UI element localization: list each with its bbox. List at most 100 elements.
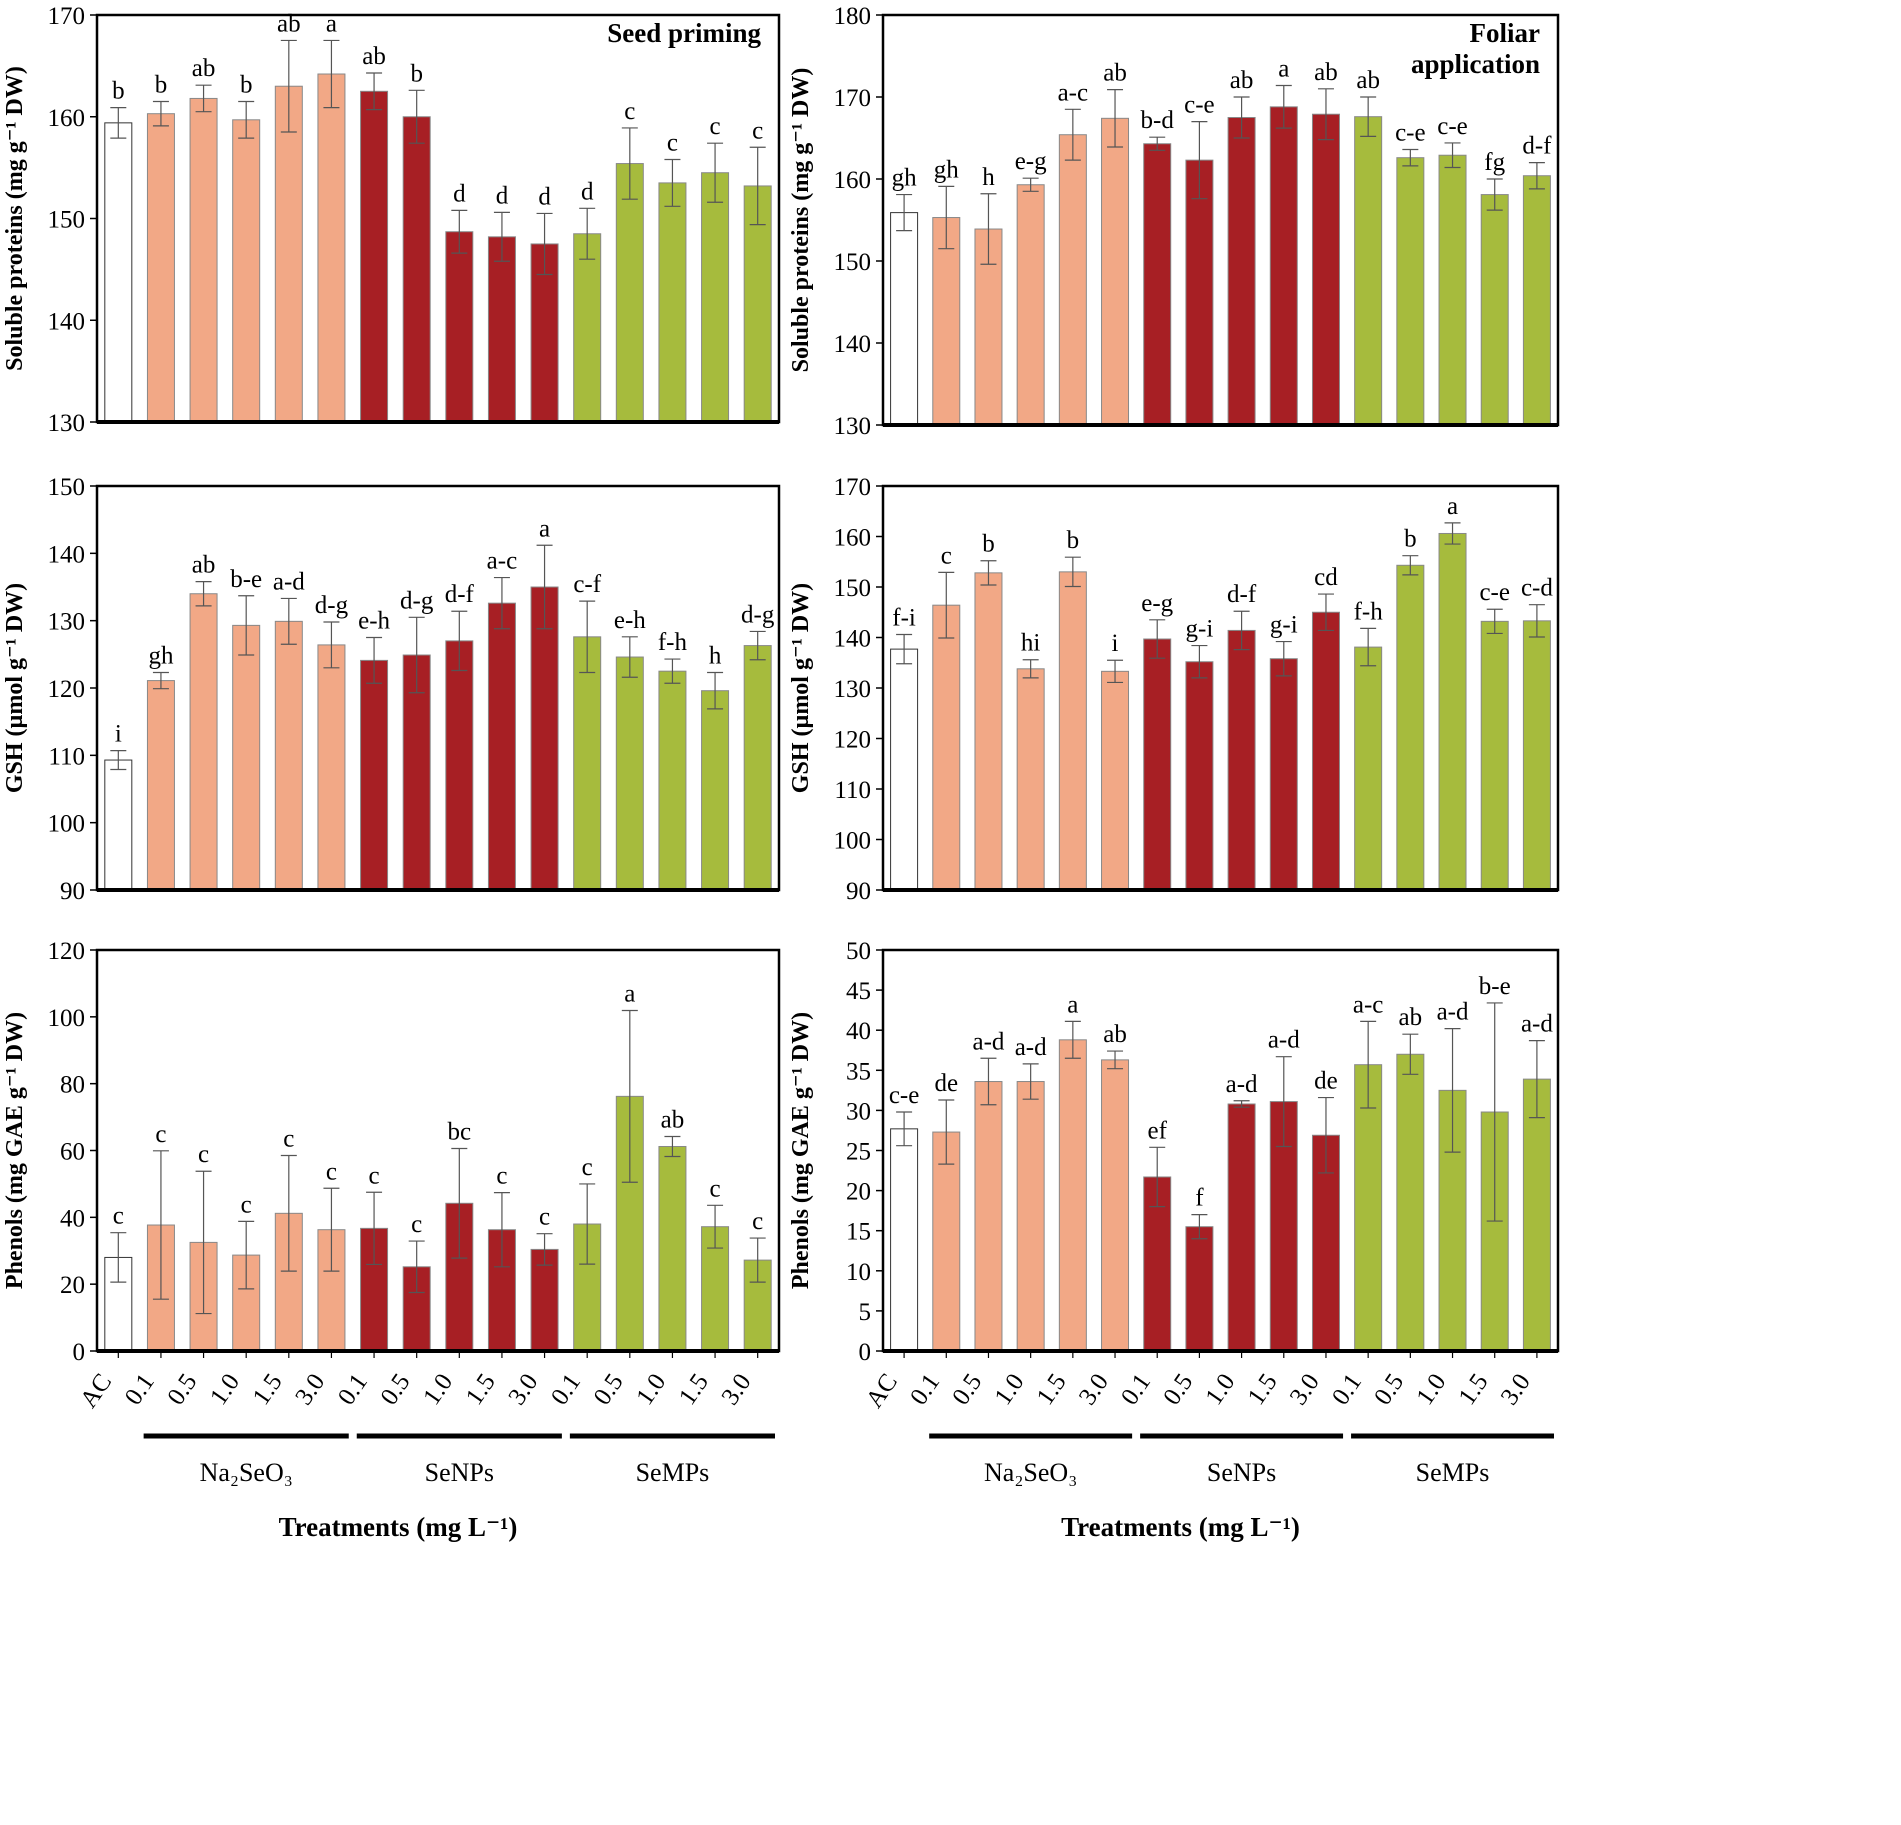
bar <box>274 85 303 423</box>
group-label: Na₂SeO₃ <box>984 1458 1077 1487</box>
bar <box>658 182 687 423</box>
significance-letter: a-d <box>973 1028 1005 1055</box>
significance-letter: d <box>496 182 509 209</box>
bar <box>1354 646 1383 891</box>
y-tick-label: 90 <box>846 878 871 905</box>
bar <box>1227 1103 1256 1352</box>
significance-letter: ab <box>1399 1004 1423 1031</box>
y-tick-label: 0 <box>859 1339 872 1366</box>
bar <box>701 172 730 423</box>
significance-letter: a <box>1447 493 1458 520</box>
bar <box>360 90 389 423</box>
significance-letter: f <box>1195 1185 1204 1212</box>
y-tick-label: 130 <box>48 609 86 636</box>
significance-letter: b-d <box>1141 107 1175 134</box>
x-tick-label: 0.1 <box>120 1369 160 1410</box>
y-tick-label: 120 <box>834 727 872 754</box>
bar <box>1227 629 1256 891</box>
significance-letter: h <box>982 164 995 191</box>
x-tick-label: 1.0 <box>631 1369 671 1410</box>
y-tick-label: 0 <box>73 1339 86 1366</box>
significance-letter: e-h <box>614 607 646 634</box>
x-tick-label: 1.0 <box>1200 1369 1240 1410</box>
bar <box>360 659 389 891</box>
significance-letter: c <box>283 1126 294 1153</box>
significance-letter: c <box>326 1158 337 1185</box>
panel-foliar-gsh: 90 100 110 120 130 140 150 160 170 GSH (µmol g⁻¹ … <box>788 474 1560 905</box>
significance-letter: c-f <box>573 571 601 598</box>
significance-letter: a-c <box>1058 79 1089 106</box>
y-tick-label: 110 <box>834 777 871 804</box>
significance-letter: fg <box>1484 149 1505 176</box>
significance-letter: a-c <box>1353 991 1384 1018</box>
bar <box>445 640 474 891</box>
significance-letter: c-d <box>1521 575 1553 602</box>
bar <box>658 1145 687 1352</box>
significance-letter: a <box>326 10 337 37</box>
bar <box>1185 1226 1214 1352</box>
significance-letter: b <box>155 71 168 98</box>
x-tick-label: 1.5 <box>674 1369 714 1410</box>
bar <box>1396 564 1425 891</box>
y-axis-title: Soluble proteins (mg g⁻¹ DW) <box>788 68 814 373</box>
significance-letter: bc <box>448 1118 472 1145</box>
bar <box>1480 620 1509 891</box>
significance-letter: c <box>155 1121 166 1148</box>
y-axis-title: Phenols (mg GAE g⁻¹ DW) <box>2 1012 28 1289</box>
significance-letter: a-d <box>1015 1034 1047 1061</box>
x-tick-label: 1.0 <box>205 1369 245 1410</box>
y-tick-label: 5 <box>859 1299 872 1326</box>
bar <box>932 217 961 426</box>
panel-foliar-phenols: 0 5 10 15 20 25 30 35 40 45 50 Phenols (mg GAE g⁻¹ … <box>788 938 1560 1366</box>
panel-seed-soluble-proteins: 130 140 150 160 170 Soluble proteins (mg g⁻¹ … <box>2 3 781 437</box>
x-tick-label: 0.5 <box>1158 1369 1198 1410</box>
bar <box>1522 1078 1551 1352</box>
x-tick-label: 0.1 <box>333 1369 373 1410</box>
significance-letter: ab <box>1103 1021 1127 1048</box>
bar <box>974 572 1003 891</box>
y-tick-label: 45 <box>846 978 871 1005</box>
significance-letter: d <box>453 180 466 207</box>
bar <box>1143 143 1172 426</box>
bar <box>1101 670 1130 891</box>
bar <box>1396 157 1425 426</box>
significance-letter: d <box>581 178 594 205</box>
y-tick-label: 10 <box>846 1259 871 1286</box>
x-tick-label: 0.5 <box>1369 1369 1409 1410</box>
panel-title-line: Foliar <box>1470 18 1540 48</box>
y-tick-label: 170 <box>834 85 872 112</box>
bar <box>615 163 644 423</box>
significance-letter: hi <box>1021 630 1041 657</box>
bar <box>1354 1064 1383 1352</box>
panel-seed-phenols: 0 20 40 60 80 100 120 Phenols (mg GAE g⁻¹ DW) c c… <box>2 938 781 1366</box>
y-tick-label: 100 <box>48 811 86 838</box>
significance-letter: b <box>112 78 125 105</box>
bar <box>1185 661 1214 891</box>
significance-letter: de <box>934 1070 958 1097</box>
x-tick-label: 0.1 <box>546 1369 586 1410</box>
y-tick-label: 120 <box>48 676 86 703</box>
y-tick-label: 25 <box>846 1139 871 1166</box>
bar <box>189 97 218 423</box>
significance-letter: b-e <box>1479 973 1511 1000</box>
bar <box>274 620 303 891</box>
x-tick-label: 1.5 <box>1032 1369 1072 1410</box>
significance-letter: c-e <box>1395 119 1426 146</box>
bar <box>487 236 516 423</box>
y-tick-label: 100 <box>834 828 872 855</box>
y-tick-label: 40 <box>846 1018 871 1045</box>
bar <box>1101 117 1130 426</box>
significance-letter: c <box>941 542 952 569</box>
significance-letter: c <box>710 113 721 140</box>
bar <box>1480 194 1509 426</box>
significance-letter: ab <box>1314 59 1338 86</box>
y-tick-label: 160 <box>48 105 86 132</box>
y-axis-title: GSH (µmol g⁻¹ DW) <box>788 583 814 793</box>
bar <box>402 116 431 423</box>
x-tick-label: 1.5 <box>248 1369 288 1410</box>
significance-letter: c <box>241 1191 252 1218</box>
significance-letter: a-c <box>487 548 518 575</box>
panel-title-line: application <box>1411 49 1540 79</box>
significance-letter: a-d <box>1268 1027 1300 1054</box>
